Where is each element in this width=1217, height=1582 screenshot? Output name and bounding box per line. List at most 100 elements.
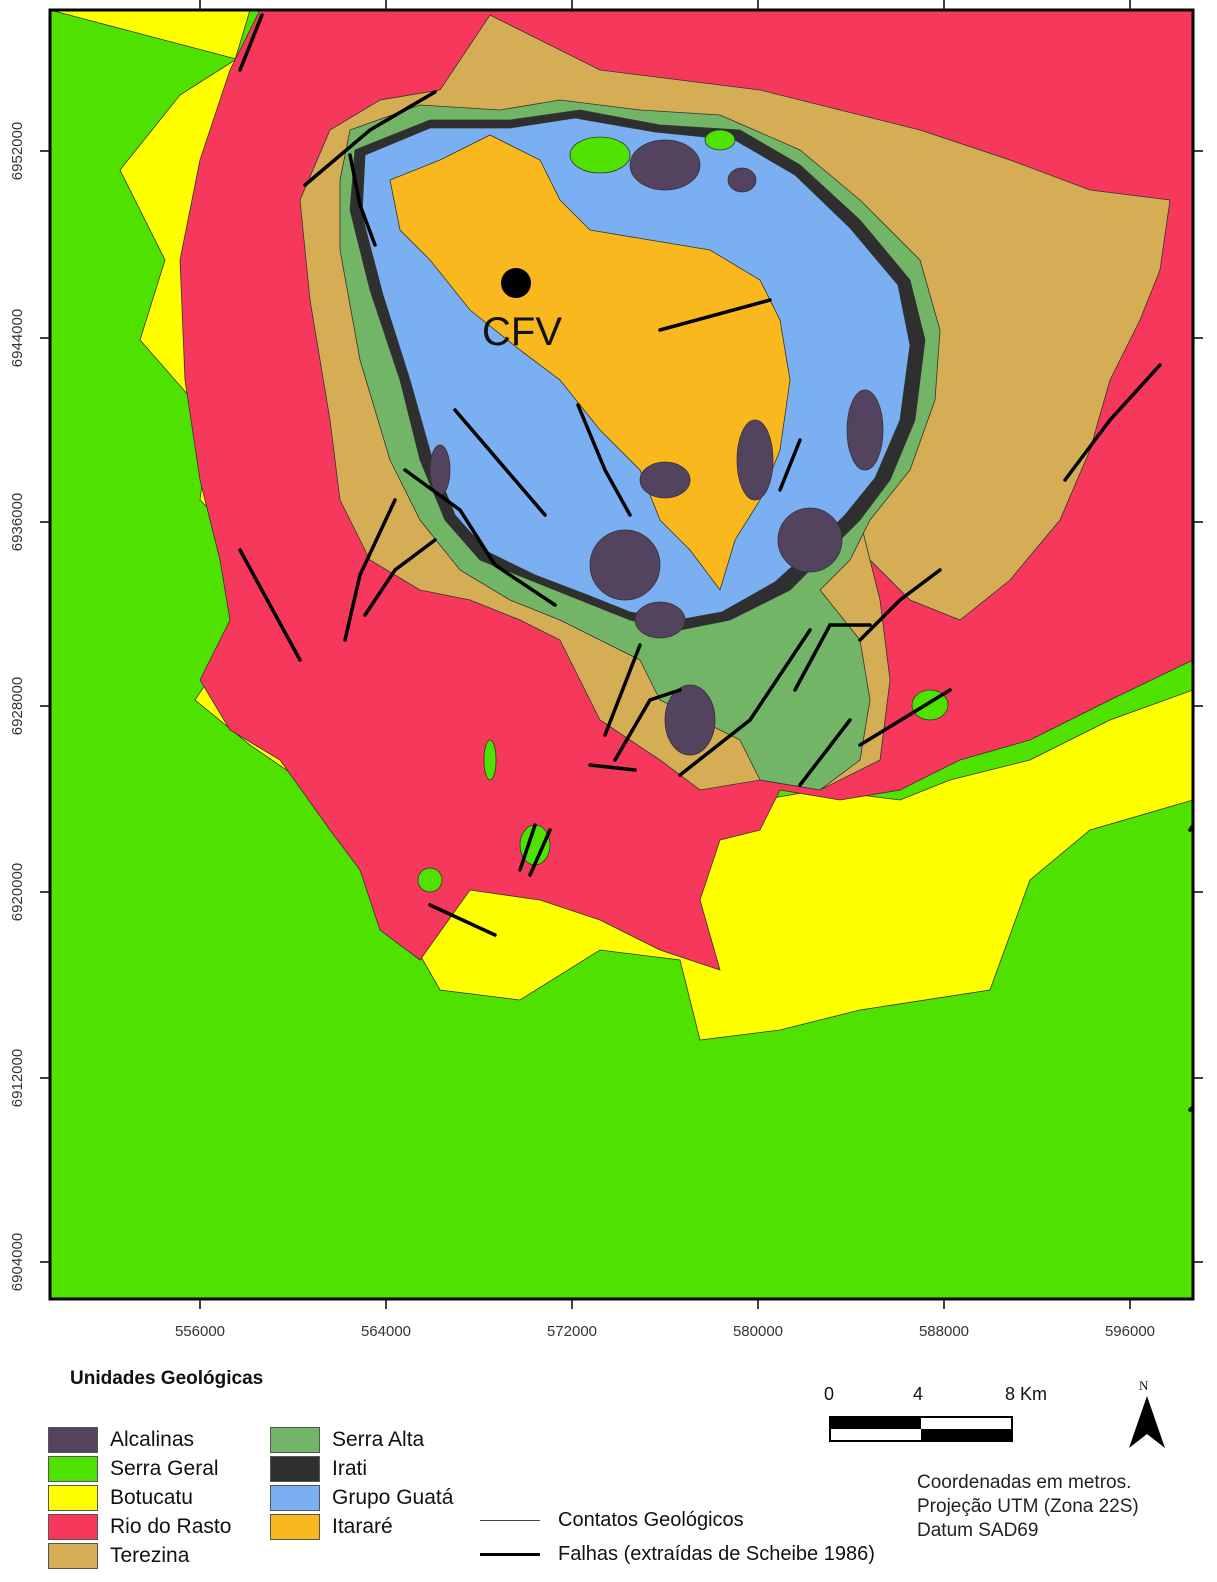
unit-serra-geral-patches bbox=[417, 129, 949, 893]
x-tick-label: 596000 bbox=[1105, 1323, 1155, 1340]
legend-swatch bbox=[48, 1456, 98, 1482]
legend-item-serra-alta: Serra Alta bbox=[270, 1427, 425, 1453]
legend-swatch bbox=[48, 1543, 98, 1569]
fault-line bbox=[343, 498, 397, 642]
fault-line bbox=[793, 623, 872, 692]
alcalinas-body bbox=[846, 389, 884, 471]
serra-geral-patch bbox=[569, 136, 631, 174]
y-tick-label: 6952000 bbox=[9, 122, 26, 180]
x-tick-label: 556000 bbox=[175, 1323, 225, 1340]
unit-itarare-area bbox=[389, 134, 791, 591]
legend-item-itarare: Itararé bbox=[270, 1514, 393, 1540]
legend-label: Itararé bbox=[332, 1515, 393, 1538]
legend-label: Irati bbox=[332, 1457, 368, 1480]
contact-line-sample bbox=[480, 1520, 540, 1521]
fault-line bbox=[363, 538, 437, 617]
legend-label: Serra Geral bbox=[110, 1457, 219, 1480]
alcalinas-body bbox=[727, 167, 757, 193]
alcalinas-body bbox=[777, 507, 843, 573]
fault-line bbox=[428, 903, 497, 937]
serra-geral-patch bbox=[417, 867, 443, 893]
fault-line bbox=[576, 403, 632, 517]
unit-alcalinas-areas bbox=[429, 139, 884, 756]
fault-line bbox=[238, 13, 264, 72]
scale-label-4: 4 bbox=[913, 1384, 924, 1404]
y-tick-label: 6936000 bbox=[9, 493, 26, 551]
legend-item-botucatu: Botucatu bbox=[48, 1485, 193, 1511]
scale-bar-seg bbox=[831, 1418, 921, 1429]
legend-label: Rio do Rasto bbox=[110, 1515, 232, 1538]
fault-line bbox=[603, 643, 642, 737]
fault-line bbox=[528, 828, 552, 877]
serra-geral-patch bbox=[483, 739, 497, 781]
legend-swatch bbox=[270, 1485, 320, 1511]
geologic-map: CFV 556000 564000 572000 580000 588000 596000… bbox=[9, 0, 1203, 1340]
x-tick-label: 572000 bbox=[547, 1323, 597, 1340]
axis-ticks: 556000 564000 572000 580000 588000 596000 6952… bbox=[9, 0, 1203, 1340]
fault-line bbox=[1063, 363, 1162, 482]
legend-label: Botucatu bbox=[110, 1486, 193, 1509]
fault-line bbox=[518, 823, 537, 872]
alcalinas-body bbox=[664, 684, 716, 756]
y-tick-label: 6920000 bbox=[9, 863, 26, 921]
legend-item-serra-geral: Serra Geral bbox=[48, 1456, 219, 1482]
fault-line bbox=[303, 90, 437, 187]
note-projection: Projeção UTM (Zona 22S) bbox=[917, 1496, 1139, 1517]
legend-swatch bbox=[48, 1485, 98, 1511]
fault-line bbox=[588, 763, 637, 772]
legend-contacts-label: Contatos Geológicos bbox=[558, 1509, 744, 1531]
cfv-marker-label: CFV bbox=[482, 310, 562, 354]
legend-item-terezina: Terezina bbox=[48, 1543, 190, 1569]
legend-contacts: Contatos Geológicos bbox=[480, 1509, 744, 1532]
legend-faults: Falhas (extraídas de Scheibe 1986) bbox=[480, 1543, 875, 1566]
scale-label-8: 8 Km bbox=[1005, 1384, 1048, 1404]
y-tick-label: 6928000 bbox=[9, 677, 26, 735]
fault-line bbox=[453, 408, 547, 517]
fault-line bbox=[348, 153, 377, 247]
legend-item-rio-do-rasto: Rio do Rasto bbox=[48, 1514, 232, 1540]
legend-swatch bbox=[270, 1427, 320, 1453]
x-tick-label: 564000 bbox=[361, 1323, 411, 1340]
legend-item-alcalinas: Alcalinas bbox=[48, 1427, 195, 1453]
map-notes: Coordenadas em metros. Projeção UTM (Zon… bbox=[917, 1471, 1139, 1543]
legend-label: Alcalinas bbox=[110, 1428, 195, 1451]
legend-swatch bbox=[270, 1456, 320, 1482]
north-label: N bbox=[1139, 1378, 1149, 1393]
serra-geral-patch bbox=[704, 129, 736, 151]
legend-swatch bbox=[270, 1514, 320, 1540]
alcalinas-body bbox=[736, 419, 774, 501]
fault-line bbox=[403, 468, 557, 607]
north-arrow-icon bbox=[1129, 1396, 1165, 1448]
faults bbox=[238, 13, 1193, 1112]
fault-line bbox=[858, 568, 942, 642]
scale-label-0: 0 bbox=[824, 1384, 835, 1404]
alcalinas-body bbox=[589, 529, 661, 601]
y-tick-label: 6944000 bbox=[9, 309, 26, 367]
note-datum: Datum SAD69 bbox=[917, 1520, 1039, 1541]
alcalinas-body bbox=[429, 444, 451, 496]
scale-bar-seg bbox=[921, 1429, 1011, 1440]
y-tick-label: 6912000 bbox=[9, 1049, 26, 1107]
legend-label: Terezina bbox=[110, 1544, 190, 1567]
fault-line bbox=[678, 628, 812, 777]
alcalinas-body bbox=[629, 139, 701, 191]
cfv-marker-dot[interactable] bbox=[501, 268, 531, 298]
legend-swatch bbox=[48, 1427, 98, 1453]
x-tick-label: 588000 bbox=[919, 1323, 969, 1340]
legend-item-grupo-guata: Grupo Guatá bbox=[270, 1485, 454, 1511]
alcalinas-body bbox=[634, 601, 686, 639]
fault-line bbox=[658, 298, 772, 332]
fault-line-sample bbox=[480, 1553, 540, 1556]
fault-line bbox=[613, 688, 682, 762]
y-tick-label: 6904000 bbox=[9, 1233, 26, 1291]
fault-line bbox=[238, 548, 302, 662]
legend-label: Serra Alta bbox=[332, 1428, 425, 1451]
legend-item-irati: Irati bbox=[270, 1456, 368, 1482]
alcalinas-body bbox=[639, 461, 691, 499]
legend-swatch bbox=[48, 1514, 98, 1540]
legend-label: Grupo Guatá bbox=[332, 1486, 454, 1509]
map-frame bbox=[48, 8, 1195, 1301]
fault-line bbox=[798, 718, 852, 787]
legend-title: Unidades Geológicas bbox=[70, 1368, 264, 1389]
fault-line bbox=[778, 438, 802, 492]
